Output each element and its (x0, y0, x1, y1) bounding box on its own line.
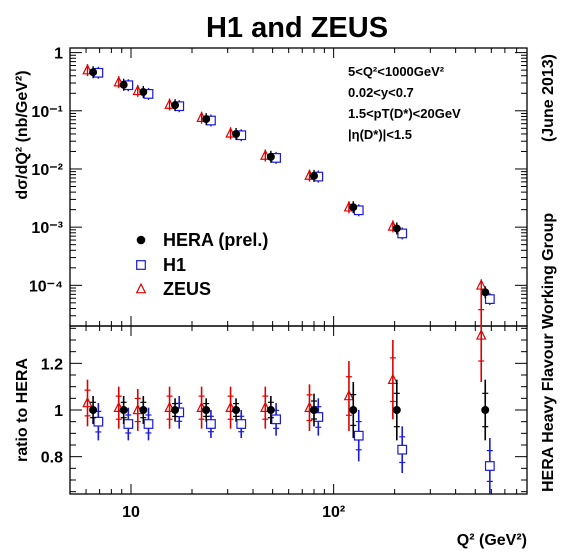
h1-ratio-point (123, 419, 134, 429)
h1-ratio-point (236, 419, 247, 429)
legend-label-hera: HERA (prel.) (163, 230, 268, 250)
top-y-tick-label: 1 (54, 46, 63, 63)
zeus-ratio-point (387, 373, 399, 384)
hera-point (202, 115, 211, 124)
top-y-tick-label: 10⁻³ (31, 220, 63, 237)
hera-point (481, 288, 490, 297)
legend-marker-h1 (136, 260, 146, 270)
zeus-ratio-point (164, 401, 175, 412)
legend-label-zeus: ZEUS (163, 279, 211, 299)
cut-line: 1.5<pT(D*)<20GeV (348, 106, 461, 121)
legend-label-h1: H1 (163, 255, 186, 275)
zeus-ratio-point (260, 401, 271, 412)
top-y-tick-label: 10⁻¹ (31, 104, 63, 121)
zeus-point (113, 75, 125, 87)
zeus-ratio-point (113, 401, 125, 412)
cut-line: |η(D*)|<1.5 (348, 127, 412, 142)
top-y-tick-label: 10⁻² (31, 162, 63, 179)
hera-ratio-point (481, 406, 490, 414)
top-y-tick-label: 10⁻⁴ (29, 278, 63, 295)
side-label-group: HERA Heavy Flavour Working Group (540, 213, 557, 492)
h1-point (397, 228, 408, 239)
bottom-y-tick-label: 1 (54, 403, 63, 420)
zeus-point (82, 63, 93, 75)
kinematic-cuts: 5<Q²<1000GeV² 0.02<y<0.7 1.5<pT(D*)<20GeV |… (348, 64, 461, 142)
hera-point (266, 152, 275, 161)
h1-ratio-point (206, 419, 216, 429)
bottom-y-axis-label: ratio to HERA (14, 358, 31, 462)
hera-point (309, 171, 318, 180)
hera-ratio-point (202, 406, 211, 414)
zeus-ratio-point (343, 389, 355, 401)
bottom-y-tick-label: 1.2 (41, 356, 63, 373)
hera-ratio-point (171, 406, 180, 414)
hera-ratio-point (139, 406, 148, 414)
top-y-axis-label: dσ/dQ² (nb/GeV²) (14, 70, 31, 199)
h1-ratio-point (353, 430, 364, 441)
hera-point (392, 224, 401, 233)
cut-line: 5<Q²<1000GeV² (348, 64, 445, 79)
h1-ratio-point (313, 412, 324, 422)
h1-point (484, 294, 495, 304)
hera-point (171, 101, 180, 110)
hera-point (139, 88, 148, 97)
legend-marker-hera (136, 235, 146, 245)
hera-ratio-point (266, 406, 275, 414)
h1-ratio-point (143, 419, 154, 429)
hera-point (232, 129, 241, 138)
h1-ratio-point (271, 414, 281, 425)
h1-ratio-point (397, 444, 408, 455)
cut-line: 0.02<y<0.7 (348, 85, 414, 100)
hera-point (119, 80, 128, 89)
zeus-ratio-point (82, 396, 93, 408)
top-plot-frame (69, 47, 528, 327)
x-tick-label: 10² (322, 504, 345, 521)
zeus-ratio-point (225, 401, 236, 412)
hera-point (349, 203, 358, 212)
legend-marker-zeus (135, 282, 147, 294)
hera-ratio-point (349, 406, 358, 414)
hera-ratio-point (392, 406, 401, 414)
hera-ratio-point (309, 406, 318, 414)
top-panel: 1 10⁻¹ 10⁻² 10⁻³ 10⁻⁴ (29, 46, 528, 327)
bottom-y-tick-label: 0.8 (41, 450, 63, 467)
zeus-ratio-point (475, 329, 487, 340)
hera-ratio-point (89, 406, 98, 414)
x-axis-label: Q² (GeV²) (457, 532, 527, 549)
side-label-date: (June 2013) (540, 54, 557, 142)
h1-ratio-point (93, 416, 104, 427)
hera-point (89, 68, 98, 77)
chart-title: H1 and ZEUS (206, 12, 388, 44)
hera-ratio-point (119, 406, 128, 414)
bottom-panel: 1.2 1 0.8 (41, 288, 528, 495)
x-tick-label: 10 (122, 504, 140, 521)
h1-ratio-point (484, 461, 495, 471)
hera-ratio-point (232, 406, 241, 414)
legend: HERA (prel.) H1 ZEUS (135, 230, 268, 299)
